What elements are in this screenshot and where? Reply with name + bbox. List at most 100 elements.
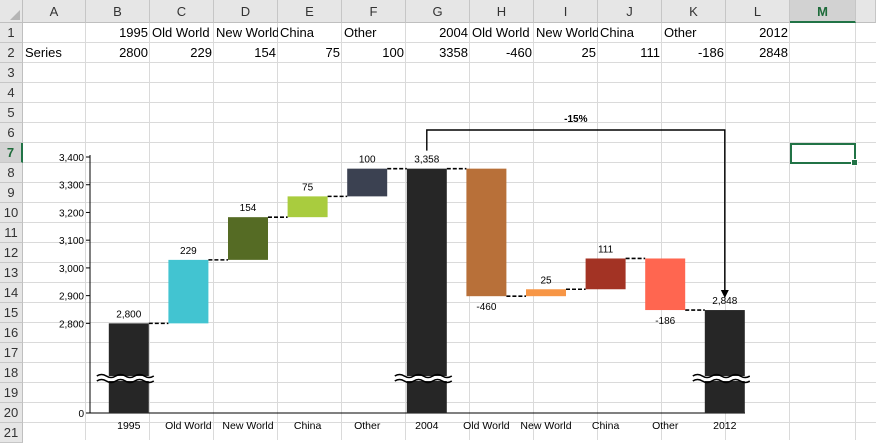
bar-3[interactable] xyxy=(287,196,328,218)
cell-l2[interactable]: 2848 xyxy=(759,45,788,60)
bar-10[interactable] xyxy=(704,310,745,413)
cell-d1[interactable]: New World xyxy=(216,25,278,40)
column-header-f[interactable]: F xyxy=(342,0,406,23)
row-header-14[interactable]: 14 xyxy=(0,283,23,303)
row-header-11[interactable]: 11 xyxy=(0,223,23,243)
column-header-d[interactable]: D xyxy=(214,0,278,23)
row-header-17[interactable]: 17 xyxy=(0,343,23,363)
bar-6[interactable] xyxy=(466,168,507,297)
cell-i1[interactable]: New World xyxy=(536,25,598,40)
row-header-7[interactable]: 7 xyxy=(0,143,23,163)
cell-e2[interactable]: 75 xyxy=(325,45,340,60)
selected-cell-m7[interactable] xyxy=(790,143,858,166)
x-tick-label-10: 2012 xyxy=(713,420,737,430)
cell-c2[interactable]: 229 xyxy=(190,45,212,60)
column-header-m[interactable]: M xyxy=(790,0,856,23)
cell-f2[interactable]: 100 xyxy=(382,45,404,60)
bar-0[interactable] xyxy=(108,323,149,413)
break-gap xyxy=(692,376,750,381)
break-wave-top xyxy=(96,373,155,379)
cell-k1[interactable]: Other xyxy=(664,25,697,40)
y-tick-label: 3,100 xyxy=(59,236,84,247)
data-label-3: 75 xyxy=(302,182,314,193)
row-header-12[interactable]: 12 xyxy=(0,243,23,263)
column-header-j[interactable]: J xyxy=(598,0,662,23)
cell-b2[interactable]: 2800 xyxy=(119,45,148,60)
y-tick-label: 2,900 xyxy=(59,292,84,303)
cell-k2[interactable]: -186 xyxy=(697,45,724,60)
row-header-4[interactable]: 4 xyxy=(0,83,23,103)
cell-j2[interactable]: 111 xyxy=(640,45,660,60)
cell-i2[interactable]: 25 xyxy=(581,45,596,60)
x-tick-label-0: 1995 xyxy=(117,420,141,430)
cell-h1[interactable]: Old World xyxy=(472,25,530,40)
y-tick-label: 3,400 xyxy=(59,153,84,164)
row-header-9[interactable]: 9 xyxy=(0,183,23,203)
column-header-b[interactable]: B xyxy=(86,0,150,23)
row-header-16[interactable]: 16 xyxy=(0,323,23,343)
fill-handle[interactable] xyxy=(851,159,858,166)
data-label-6: -460 xyxy=(476,302,496,313)
y-axis: 3,400 3,300 3,200 3,100 3,000 2,900 2,800 0 xyxy=(59,153,91,420)
y-baseline-label: 0 xyxy=(78,409,84,420)
row-header-13[interactable]: 13 xyxy=(0,263,23,283)
x-tick-label-8: China xyxy=(592,420,620,430)
cell-c1[interactable]: Old World xyxy=(152,25,210,40)
y-tick-label: 3,000 xyxy=(59,264,84,275)
bar-9[interactable] xyxy=(645,258,686,311)
data-label-0: 2,800 xyxy=(116,309,141,320)
row-header-5[interactable]: 5 xyxy=(0,103,23,123)
data-label-10: 2,848 xyxy=(712,296,737,307)
cell-h2[interactable]: -460 xyxy=(505,45,532,60)
cell-a2[interactable]: Series xyxy=(25,45,62,60)
column-header-k[interactable]: K xyxy=(662,0,726,23)
x-tick-labels: 1995 Old World New World China Other 2004 Old … xyxy=(117,420,737,430)
column-header-h[interactable]: H xyxy=(470,0,534,23)
row-header-2[interactable]: 2 xyxy=(0,43,23,63)
bar-5[interactable] xyxy=(406,168,447,413)
x-tick-label-7: New World xyxy=(520,420,571,430)
column-header-i[interactable]: I xyxy=(534,0,598,23)
row-header-21[interactable]: 21 xyxy=(0,423,23,443)
cell-d2[interactable]: 154 xyxy=(254,45,276,60)
row-header-19[interactable]: 19 xyxy=(0,383,23,403)
x-tick-label-2: New World xyxy=(222,420,273,430)
bar-2[interactable] xyxy=(228,217,268,260)
arrow-label: -15% xyxy=(564,114,587,125)
cell-g2[interactable]: 3358 xyxy=(439,45,468,60)
row-header-15[interactable]: 15 xyxy=(0,303,23,323)
column-header-e[interactable]: E xyxy=(278,0,342,23)
cell-g1[interactable]: 2004 xyxy=(439,25,468,40)
corner-triangle-icon xyxy=(10,10,20,20)
bar-1[interactable] xyxy=(168,259,209,324)
y-tick-label: 2,800 xyxy=(59,319,84,330)
row-header-20[interactable]: 20 xyxy=(0,403,23,423)
column-header-a[interactable]: A xyxy=(23,0,86,23)
bar-4[interactable] xyxy=(347,168,388,197)
waterfall-chart[interactable]: 3,400 3,300 3,200 3,100 3,000 2,900 2,800 0 2,8… xyxy=(50,100,750,430)
column-header-l[interactable]: L xyxy=(726,0,790,23)
y-tick-label: 3,200 xyxy=(59,208,84,219)
cell-f1[interactable]: Other xyxy=(344,25,377,40)
column-header-c[interactable]: C xyxy=(150,0,214,23)
cell-e1[interactable]: China xyxy=(280,25,314,40)
cell-l1[interactable]: 2012 xyxy=(759,25,788,40)
row-header-10[interactable]: 10 xyxy=(0,203,23,223)
x-tick-label-4: Other xyxy=(354,420,381,430)
row-header-1[interactable]: 1 xyxy=(0,23,23,43)
break-gap xyxy=(394,376,452,381)
row-header-18[interactable]: 18 xyxy=(0,363,23,383)
select-all-corner[interactable] xyxy=(0,0,23,23)
row-header-6[interactable]: 6 xyxy=(0,123,23,143)
break-wave-bottom xyxy=(96,378,155,384)
bar-8[interactable] xyxy=(585,258,626,290)
bar-7[interactable] xyxy=(526,289,566,297)
data-label-9: -186 xyxy=(655,316,675,327)
row-header-8[interactable]: 8 xyxy=(0,163,23,183)
cell-j1[interactable]: China xyxy=(600,25,634,40)
cell-b1[interactable]: 1995 xyxy=(119,25,148,40)
x-tick-label-5: 2004 xyxy=(415,420,439,430)
row-header-3[interactable]: 3 xyxy=(0,63,23,83)
column-header-g[interactable]: G xyxy=(406,0,470,23)
data-label-1: 229 xyxy=(180,246,197,257)
